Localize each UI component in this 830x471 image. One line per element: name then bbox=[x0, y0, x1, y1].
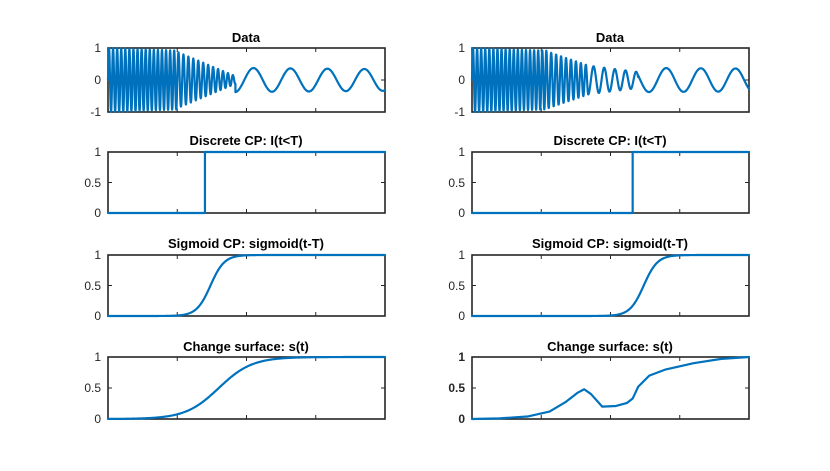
left-data-title: Data bbox=[232, 30, 261, 45]
right-discrete-ytick-0: 0 bbox=[458, 206, 465, 220]
right-discrete-line bbox=[470, 150, 751, 215]
left-discrete-subplot: Discrete CP: I(t<T) 1 0.5 0 bbox=[84, 133, 387, 220]
right-data-ytick-0: 0 bbox=[458, 73, 465, 87]
right-sigmoid-title: Sigmoid CP: sigmoid(t-T) bbox=[532, 236, 688, 251]
right-sigmoid-axes bbox=[471, 254, 750, 317]
right-discrete-title: Discrete CP: I(t<T) bbox=[553, 133, 666, 148]
left-surface-title: Change surface: s(t) bbox=[183, 339, 309, 354]
right-data-ytick-neg1: -1 bbox=[454, 105, 465, 119]
left-surface-ytick-05: 0.5 bbox=[84, 381, 101, 395]
right-sigmoid-subplot: Sigmoid CP: sigmoid(t-T) 1 0.5 0 bbox=[448, 236, 751, 323]
left-data-ytick-neg1: -1 bbox=[90, 105, 101, 119]
left-sigmoid-title: Sigmoid CP: sigmoid(t-T) bbox=[168, 236, 324, 251]
left-surface-ytick-0: 0 bbox=[94, 412, 101, 426]
left-data-ytick-0: 0 bbox=[94, 73, 101, 87]
right-discrete-ytick-1: 1 bbox=[458, 145, 465, 159]
left-data-subplot: Data 1 0 -1 bbox=[90, 30, 387, 119]
right-data-line bbox=[470, 46, 751, 113]
left-discrete-axes bbox=[107, 151, 386, 214]
right-data-ytick-1: 1 bbox=[458, 41, 465, 55]
right-surface-title: Change surface: s(t) bbox=[547, 339, 673, 354]
right-sigmoid-ytick-05: 0.5 bbox=[448, 279, 465, 293]
right-surface-subplot: Change surface: s(t) 1 0.5 0 bbox=[448, 339, 751, 426]
right-surface-line bbox=[470, 355, 751, 421]
right-surface-ytick-05: 0.5 bbox=[448, 381, 465, 395]
right-discrete-subplot: Discrete CP: I(t<T) 1 0.5 0 bbox=[448, 133, 751, 220]
left-surface-subplot: Change surface: s(t) 1 0.5 0 bbox=[84, 339, 387, 426]
right-surface-ytick-1: 1 bbox=[458, 350, 465, 364]
left-sigmoid-line bbox=[106, 253, 387, 318]
right-data-title: Data bbox=[596, 30, 625, 45]
right-discrete-ytick-05: 0.5 bbox=[448, 176, 465, 190]
right-sigmoid-line bbox=[470, 253, 751, 318]
left-sigmoid-ytick-1: 1 bbox=[94, 248, 101, 262]
left-data-line bbox=[106, 46, 387, 113]
left-sigmoid-ytick-05: 0.5 bbox=[84, 279, 101, 293]
left-sigmoid-ytick-0: 0 bbox=[94, 309, 101, 323]
left-surface-line bbox=[106, 355, 387, 421]
right-discrete-axes bbox=[471, 151, 750, 214]
right-sigmoid-ytick-1: 1 bbox=[458, 248, 465, 262]
left-sigmoid-axes bbox=[107, 254, 386, 317]
left-data-ytick-1: 1 bbox=[94, 41, 101, 55]
left-discrete-line bbox=[106, 150, 387, 215]
right-data-subplot: Data 1 0 -1 bbox=[454, 30, 751, 119]
left-discrete-ytick-05: 0.5 bbox=[84, 176, 101, 190]
left-discrete-ytick-1: 1 bbox=[94, 145, 101, 159]
left-discrete-title: Discrete CP: I(t<T) bbox=[189, 133, 302, 148]
left-discrete-ytick-0: 0 bbox=[94, 206, 101, 220]
right-surface-axes bbox=[471, 356, 750, 420]
left-sigmoid-subplot: Sigmoid CP: sigmoid(t-T) 1 0.5 0 bbox=[84, 236, 387, 323]
right-sigmoid-ytick-0: 0 bbox=[458, 309, 465, 323]
left-surface-ytick-1: 1 bbox=[94, 350, 101, 364]
right-surface-ytick-0: 0 bbox=[458, 412, 465, 426]
